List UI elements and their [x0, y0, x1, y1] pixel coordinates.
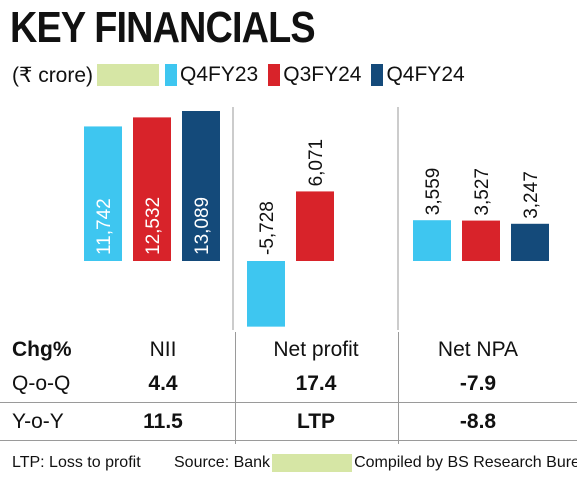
table-row: Y-o-Y 11.5 LTP -8.8 — [0, 404, 577, 440]
legend-label-q4fy24: Q4FY24 — [386, 63, 465, 86]
column-divider — [235, 332, 236, 444]
bar-nii-q4fy24 — [182, 111, 220, 261]
table-header-label: Chg% — [12, 338, 72, 361]
table-header-net-profit: Net profit — [273, 338, 359, 361]
legend-swatch-q3fy24 — [268, 64, 281, 86]
bar-nii-q3fy24 — [133, 117, 171, 261]
chart-title: KEY FINANCIALS — [10, 3, 316, 52]
qoq-nii: 4.4 — [148, 372, 178, 395]
legend-label-q3fy24: Q3FY24 — [283, 63, 362, 86]
legend-item-q4fy23: Q4FY23 — [165, 63, 258, 87]
source-line: Source: Bank Compiled by BS Research Bur… — [174, 454, 577, 472]
footnote: LTP: Loss to profit — [12, 454, 141, 471]
legend-item-q4fy24: Q4FY24 — [371, 63, 465, 87]
data-label: 12,532 — [143, 197, 164, 255]
highlight-mark — [272, 454, 353, 472]
data-label: 3,247 — [521, 171, 542, 219]
yoy-net-profit: LTP — [296, 410, 336, 433]
table-header-net-npa: Net NPA — [437, 338, 519, 361]
qoq-net-profit: 17.4 — [295, 372, 337, 395]
highlight-mark — [97, 64, 160, 86]
legend-swatch-q4fy23 — [165, 64, 178, 86]
data-label: 6,071 — [306, 139, 327, 187]
row-divider — [0, 402, 577, 403]
row-divider — [0, 440, 577, 441]
bar-net-npa-q3fy24 — [462, 220, 500, 261]
yoy-nii: 11.5 — [143, 410, 183, 433]
data-label: 11,742 — [94, 198, 115, 255]
bar-net-profit-q4fy23 — [247, 261, 285, 327]
qoq-net-npa: -7.9 — [459, 372, 497, 395]
yoy-net-npa: -8.8 — [459, 410, 497, 433]
data-label: 3,559 — [423, 168, 444, 216]
table-header-row: Chg% NII Net profit Net NPA — [0, 332, 577, 368]
data-label: 13,089 — [192, 197, 213, 255]
bar-nii-q4fy23 — [84, 126, 122, 261]
bar-net-npa-q4fy24 — [511, 223, 549, 261]
footer: LTP: Loss to profit Source: Bank Compile… — [0, 452, 577, 476]
table-row: Q-o-Q 4.4 17.4 -7.9 — [0, 366, 577, 402]
legend: (₹ crore) Q4FY23 Q3FY24 Q4FY24 — [12, 60, 475, 90]
bar-chart: 11,742 12,532 13,089 -5,728 6,071 3,559 3,527 3… — [84, 107, 549, 330]
bar-net-profit-q3fy24 — [296, 191, 334, 261]
source-suffix: Compiled by BS Research Bureau — [354, 454, 577, 471]
data-label: -5,728 — [257, 201, 278, 255]
legend-item-q3fy24: Q3FY24 — [268, 63, 361, 87]
table-header-nii: NII — [149, 338, 177, 361]
data-label: 3,527 — [472, 168, 493, 216]
source-prefix: Source: Bank — [174, 454, 271, 471]
bar-net-npa-q4fy23 — [413, 220, 451, 261]
row-label-qoq: Q-o-Q — [12, 372, 71, 395]
unit-label: (₹ crore) — [12, 63, 94, 87]
legend-swatch-q4fy24 — [371, 64, 384, 86]
row-label-yoy: Y-o-Y — [12, 410, 64, 433]
column-divider — [398, 332, 399, 444]
legend-label-q4fy23: Q4FY23 — [180, 63, 259, 86]
